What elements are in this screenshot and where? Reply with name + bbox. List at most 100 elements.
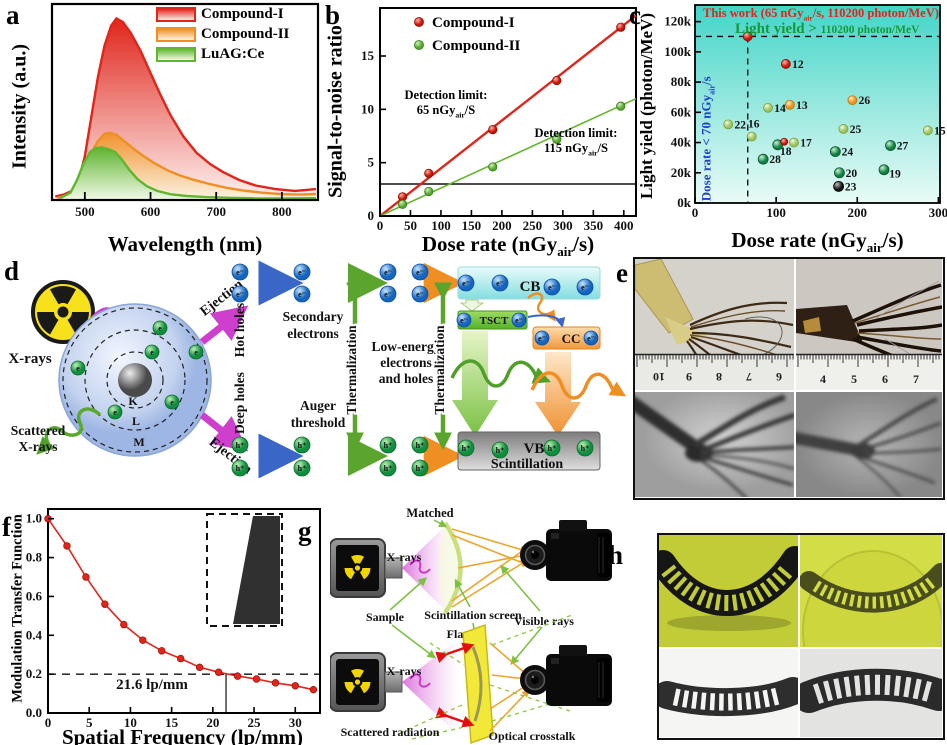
low-energy-label-1: Low-energy: [372, 339, 441, 354]
svg-text:e⁻: e⁻: [548, 283, 556, 292]
thermalization-label-1: Thermalization: [344, 325, 359, 415]
camera-top: [519, 519, 613, 582]
nucleus: [118, 363, 152, 397]
ruler-left: [635, 354, 794, 390]
xray-source-bottom: [329, 652, 403, 712]
orbit-k: [106, 351, 164, 409]
svg-text:e: e: [150, 348, 154, 357]
svg-text:h⁺: h⁺: [236, 464, 245, 473]
svg-text:0: 0: [692, 205, 699, 220]
panel-h-flexible-screen: [657, 533, 945, 740]
svg-text:e⁻: e⁻: [298, 268, 306, 277]
panel-label-g: g: [298, 516, 312, 546]
camera-bottom: [519, 644, 613, 707]
optical-crosstalk-label: Optical crosstalk: [489, 729, 576, 743]
svg-text:0: 0: [45, 715, 52, 730]
hole-ball: h⁺: [293, 436, 311, 454]
panel-label-h: h: [608, 540, 624, 570]
xray-root-2: [796, 392, 942, 497]
atom-electron: e: [144, 344, 160, 360]
hole-ball: h⁺: [411, 436, 429, 454]
snr-xlabel-post: /s): [573, 232, 595, 256]
svg-text:15: 15: [165, 715, 179, 730]
svg-text:e⁻: e⁻: [384, 290, 392, 299]
legend-item-compound1: Compound-I: [156, 6, 289, 23]
snr-y-axis-label: Signal-to-noise ratio: [324, 25, 347, 198]
shell-k-label: K: [128, 394, 138, 408]
atom-electron: e: [152, 320, 168, 336]
svg-text:9: 9: [686, 370, 692, 384]
svg-text:10: 10: [361, 101, 374, 116]
svg-text:24: 24: [842, 147, 854, 159]
svg-text:h⁺: h⁺: [236, 441, 245, 450]
svg-text:25: 25: [248, 715, 262, 730]
electron-ball: e⁻: [379, 285, 397, 303]
auger-threshold-label-2: threshold: [291, 415, 346, 430]
legend-item-luagce: LuAG:Ce: [156, 46, 289, 63]
matched-pointer: [433, 519, 448, 528]
svg-text:4: 4: [820, 372, 826, 386]
panel-label-a: a: [6, 0, 20, 30]
svg-text:e⁻: e⁻: [384, 268, 392, 277]
mtf-y-axis-label: Modulation Transfer Function: [9, 514, 26, 703]
legend-label-compound2: Compound-II: [201, 26, 290, 42]
orange-photon-wave: [530, 371, 627, 400]
detection-limit-2-value: 115 nGyair/S: [543, 141, 609, 158]
svg-text:800: 800: [272, 204, 292, 219]
electron-ball: e⁻: [231, 285, 249, 303]
svg-text:0.8: 0.8: [26, 550, 43, 565]
svg-text:e⁻: e⁻: [496, 279, 504, 288]
svg-text:100: 100: [431, 218, 451, 233]
legend-dot-compound1: [414, 17, 424, 27]
svg-text:20k: 20k: [671, 165, 692, 180]
svg-text:e: e: [158, 324, 162, 333]
ruler-left-ticks: 10 9 8 7 6: [636, 355, 794, 384]
spectra-x-axis-label: Wavelength (nm): [107, 232, 263, 256]
svg-text:e⁻: e⁻: [236, 268, 244, 277]
svg-text:h⁺: h⁺: [416, 464, 425, 473]
svg-text:5: 5: [368, 155, 375, 170]
thermalization-label-2: Thermalization: [432, 325, 447, 415]
xrays-label-top: X-rays: [387, 550, 422, 564]
vb-hole: h⁺: [543, 439, 561, 457]
tsct-electron: e⁻: [511, 312, 527, 328]
legend-swatch-luagce: [156, 47, 196, 62]
svg-text:100: 100: [766, 205, 786, 220]
detection-limit-1-value: 65 nGyair/S: [416, 103, 476, 120]
imaging-setup-diagram: X-rays Matched Sample Scintillation scre…: [329, 506, 613, 745]
sample-label: Sample: [366, 610, 405, 624]
xrays-label: X-rays: [8, 351, 51, 367]
hole-ball: h⁺: [411, 459, 429, 477]
svg-text:22: 22: [735, 119, 747, 131]
svg-text:e⁻: e⁻: [236, 290, 244, 299]
cc-electron: e⁻: [583, 330, 599, 346]
ruler-right: [796, 354, 942, 390]
cb-to-tsct-arrow: [459, 299, 485, 312]
hot-holes-label: Hot holes: [232, 303, 247, 357]
svg-text:7: 7: [746, 370, 752, 384]
svg-text:16: 16: [748, 118, 760, 130]
this-work-annotation: This work (65 nGyair/s, 110200 photon/Me…: [703, 6, 939, 23]
photo-curved-screen-1: [659, 535, 798, 647]
svg-text:200: 200: [492, 218, 512, 233]
legend-swatch-compound1: [156, 7, 196, 22]
svg-text:0: 0: [368, 208, 375, 223]
electron-ball: e⁻: [411, 263, 429, 281]
panel-label-b: b: [325, 0, 341, 30]
xray-cone-top: [402, 523, 448, 613]
svg-text:300: 300: [929, 205, 947, 220]
hole-ball: h⁺: [293, 459, 311, 477]
vb-label: VB: [524, 441, 545, 457]
svg-text:20: 20: [206, 715, 219, 730]
legend-item-compound2: Compound-II: [156, 26, 289, 43]
reflection-arrows: [435, 642, 475, 728]
svg-text:5: 5: [86, 715, 93, 730]
tsct-electron: e⁻: [456, 312, 472, 328]
svg-text:e: e: [76, 364, 80, 373]
electron-ball: e⁻: [411, 285, 429, 303]
atom-electron: e: [188, 344, 204, 360]
secondary-electrons-label-1: Secondary: [283, 309, 344, 324]
svg-text:e⁻: e⁻: [416, 268, 424, 277]
legend-swatch-compound2: [156, 27, 196, 42]
sample-curve: [471, 646, 483, 722]
